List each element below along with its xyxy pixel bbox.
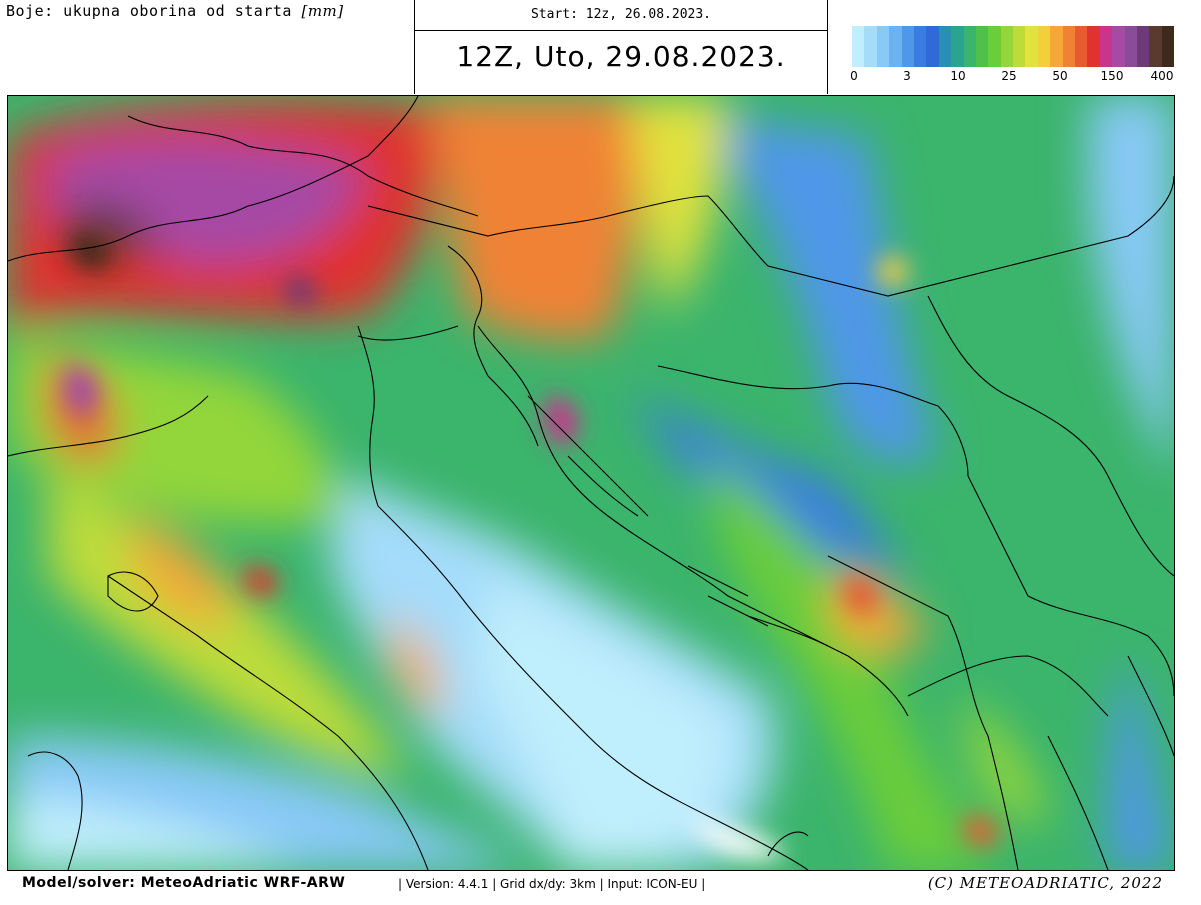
legend-ticks: 0 3 10 25 50 150 400: [850, 67, 1174, 85]
legend-swatch: [1037, 26, 1051, 67]
legend-swatch: [864, 26, 877, 67]
legend-swatch: [963, 26, 976, 67]
legend-swatch: [1087, 26, 1100, 67]
legend-tick: 400: [1150, 69, 1174, 83]
legend-swatch: [1025, 26, 1038, 67]
legend-swatch: [951, 26, 964, 67]
valid-time: 12Z, Uto, 29.08.2023.: [456, 40, 786, 73]
legend-swatch: [1013, 26, 1026, 67]
title-box: Start: 12z, 26.08.2023. 12Z, Uto, 29.08.…: [414, 0, 828, 94]
color-legend: 0 3 10 25 50 150 400: [850, 26, 1175, 85]
legend-swatch: [988, 26, 1001, 67]
colors-caption: Boje: ukupna oborina od starta [mm]: [6, 2, 344, 20]
legend-swatch: [1136, 26, 1150, 67]
version-info: | Version: 4.4.1 | Grid dx/dy: 3km | Inp…: [398, 877, 706, 891]
legend-swatch: [1124, 26, 1137, 67]
legend-swatch: [1062, 26, 1076, 67]
legend-swatch: [1050, 26, 1063, 67]
legend-tick: 50: [1052, 69, 1068, 83]
legend-swatch: [1149, 26, 1162, 67]
legend-swatch: [1112, 26, 1125, 67]
legend-swatch: [889, 26, 902, 67]
unit-label: [mm]: [301, 2, 344, 20]
legend-swatch: [1161, 26, 1175, 67]
legend-tick: 3: [903, 69, 911, 83]
legend-tick: 0: [850, 69, 858, 83]
legend-swatch: [1075, 26, 1088, 67]
legend-tick: 150: [1100, 69, 1124, 83]
legend-color-bar: [852, 26, 1175, 67]
legend-swatch: [913, 26, 927, 67]
legend-swatch: [926, 26, 939, 67]
legend-swatch: [901, 26, 914, 67]
legend-swatch: [876, 26, 890, 67]
start-time: Start: 12z, 26.08.2023.: [415, 0, 827, 31]
legend-swatch: [852, 26, 865, 67]
legend-tick: 25: [1001, 69, 1017, 83]
precipitation-map: [7, 95, 1175, 871]
footer: Model/solver: MeteoAdriatic WRF-ARW | Ve…: [0, 872, 1201, 902]
legend-swatch: [1099, 26, 1113, 67]
legend-swatch: [938, 26, 952, 67]
legend-swatch: [975, 26, 989, 67]
colors-label: Boje: ukupna oborina od starta: [6, 2, 292, 20]
precipitation-field: [8, 96, 1174, 870]
legend-tick: 10: [950, 69, 966, 83]
model-info: Model/solver: MeteoAdriatic WRF-ARW: [22, 875, 346, 891]
copyright: (C) METEOADRIATIC, 2022: [927, 874, 1163, 892]
legend-swatch: [1000, 26, 1014, 67]
